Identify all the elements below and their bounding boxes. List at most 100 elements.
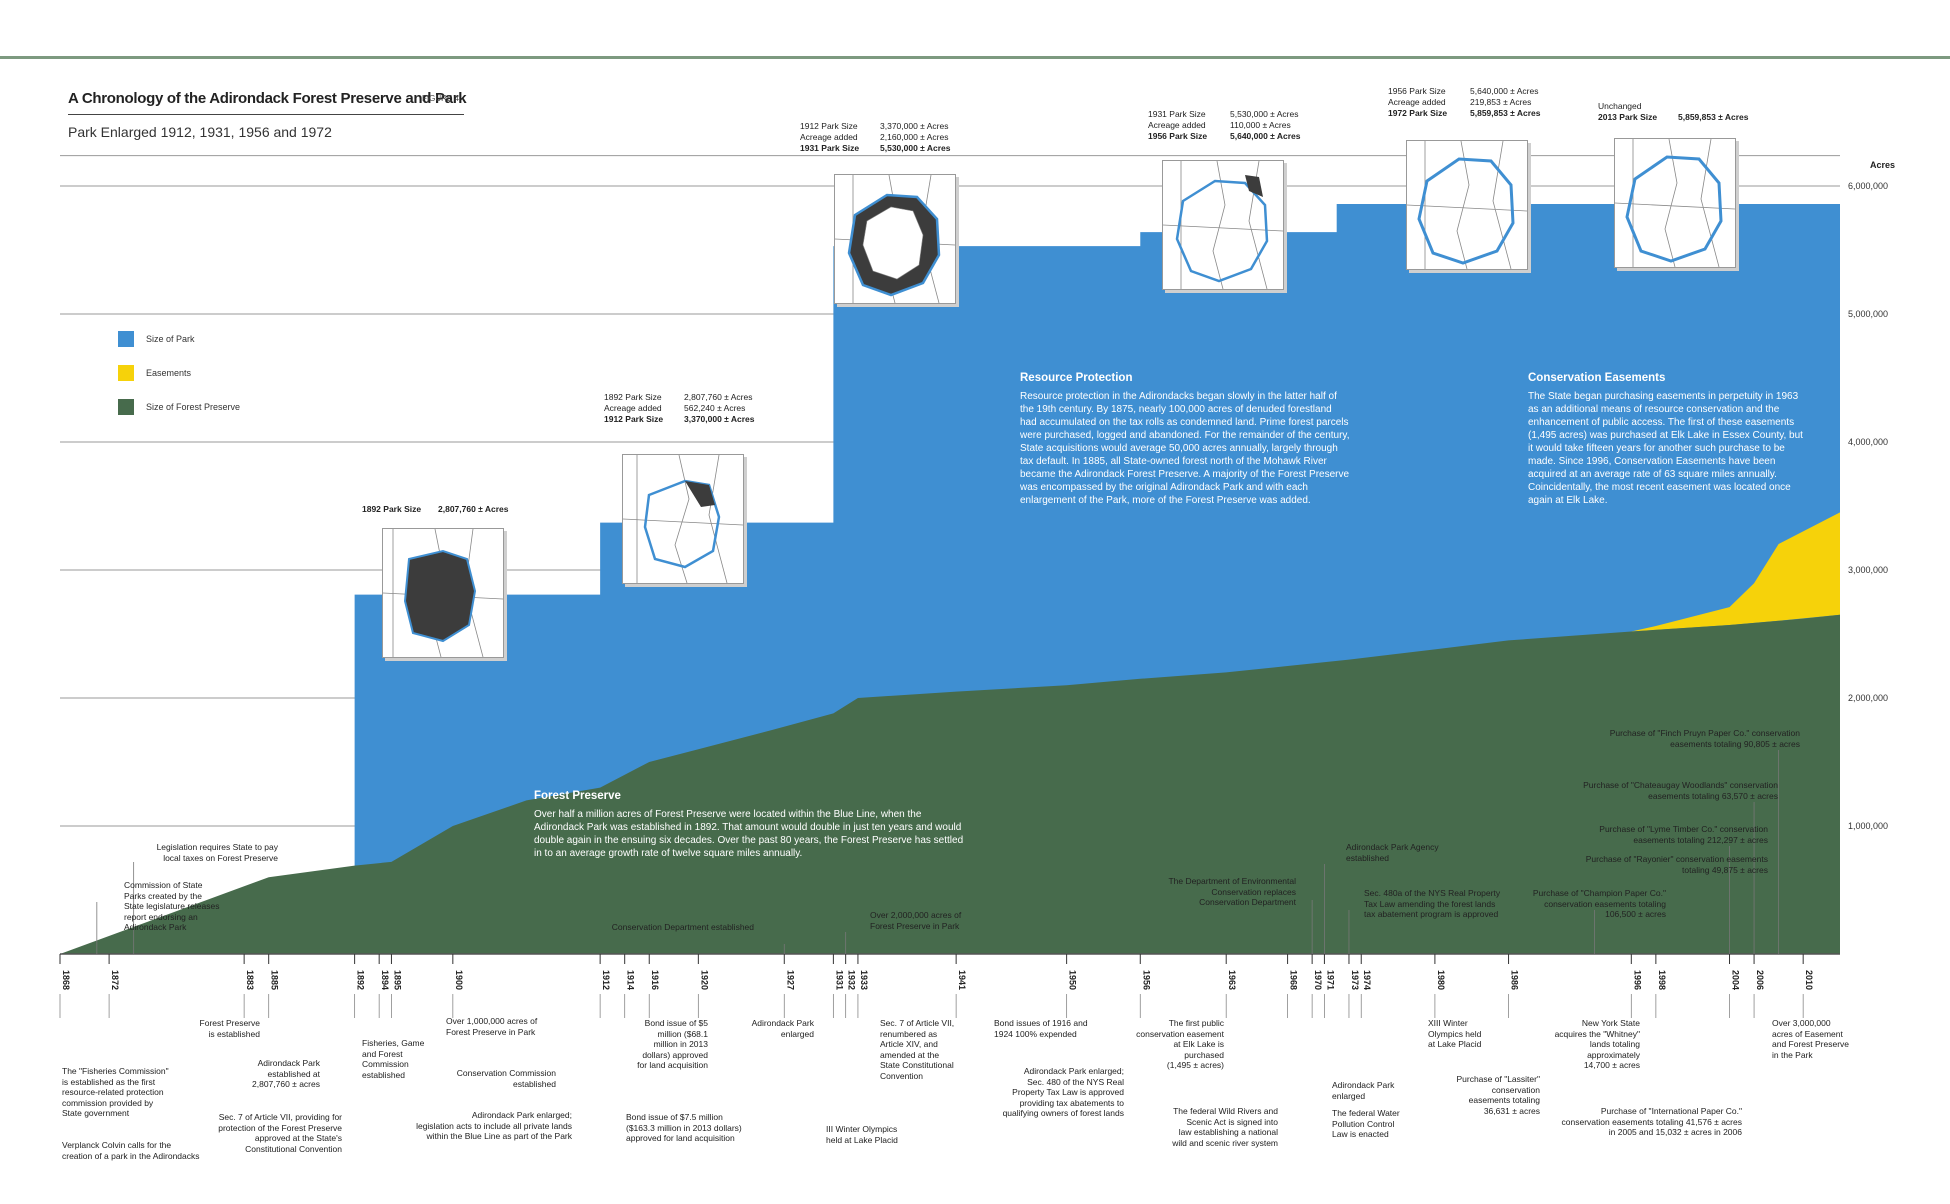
park-table-row: 1912 Park Size 3,370,000 ± Acres: [800, 121, 951, 132]
callout-park-enlarged-1931: Adirondack Park enlarged: [751, 1018, 814, 1039]
callout-bonds-expended: Bond issues of 1916 and 1924 100% expend…: [994, 1018, 1088, 1039]
park-table-value: 2,807,760 ± Acres: [684, 392, 753, 402]
callout-tax-legislation: Legislation requires State to pay local …: [156, 842, 278, 863]
callout-park-enlarged-1912: Adirondack Park enlarged; legislation ac…: [416, 1110, 572, 1141]
park-table-row: Acreage added 2,160,000 ± Acres: [800, 132, 951, 143]
y-tick-label: 2,000,000: [1848, 693, 1888, 703]
legend-label-easements: Easements: [146, 368, 192, 378]
x-tick-label: 1912: [601, 970, 611, 990]
park-table-value: 2,807,760 ± Acres: [438, 504, 509, 514]
y-axis: 1,000,000 2,000,000 3,000,000 4,000,000 5,00…: [1848, 160, 1895, 831]
callout-bond-7-5m: Bond issue of $7.5 million ($163.3 milli…: [626, 1112, 742, 1143]
legend-label-park: Size of Park: [146, 334, 195, 344]
x-tick-label: 1973: [1350, 970, 1360, 990]
callout-forest-preserve-est: Forest Preserve is established: [199, 1018, 260, 1039]
map-1931-image: [834, 174, 956, 304]
park-table-row: Unchanged: [1598, 101, 1749, 112]
callout-park-established: Adirondack Park established at 2,807,760…: [252, 1058, 320, 1089]
park-table-label: Acreage added: [800, 132, 858, 142]
callout-1m-acres: Over 1,000,000 acres of Forest Preserve …: [446, 1016, 538, 1037]
park-table-value: 219,853 ± Acres: [1470, 97, 1532, 107]
park-table-label: Acreage added: [604, 403, 662, 413]
x-tick-label: 1868: [61, 970, 71, 990]
park-table-row: 1892 Park Size 2,807,760 ± Acres: [362, 504, 509, 515]
park-table-label: 1956 Park Size: [1388, 86, 1446, 96]
callout-lyme: Purchase of "Lyme Timber Co." conservati…: [1599, 824, 1768, 845]
callout-elk-lake: The first public conservation easement a…: [1136, 1018, 1224, 1070]
x-tick-label: 1883: [245, 970, 255, 990]
x-tick-label: 1916: [650, 970, 660, 990]
callout-2m-acres: Over 2,000,000 acres of Forest Preserve …: [870, 910, 962, 931]
callout-iii-olympics: III Winter Olympics held at Lake Placid: [826, 1124, 898, 1145]
conservation-easements-title: Conservation Easements: [1528, 372, 1666, 384]
x-tick-label: 1974: [1362, 970, 1372, 990]
x-tick-label: 1956: [1141, 970, 1151, 990]
park-table-label: 1912 Park Size: [800, 121, 858, 131]
park-table-value: 2,160,000 ± Acres: [880, 132, 949, 142]
callout-3m-acres: Over 3,000,000 acres of Easement and For…: [1772, 1018, 1850, 1060]
x-tick-label: 1986: [1510, 970, 1520, 990]
park-table-row: 1972 Park Size 5,859,853 ± Acres: [1388, 108, 1541, 119]
figure-title: A Chronology of the Adirondack Forest Pr…: [68, 90, 467, 107]
callout-conservation-dept: Conservation Department established: [611, 922, 754, 932]
legend-swatch-preserve: [118, 399, 134, 415]
park-table-1892: 1892 Park Size 2,807,760 ± Acres: [362, 504, 509, 515]
callout-rayonier: Purchase of "Rayonier" conservation ease…: [1585, 854, 1768, 875]
park-table-row: 1956 Park Size 5,640,000 ± Acres: [1148, 131, 1301, 142]
park-table-row: 1931 Park Size 5,530,000 ± Acres: [800, 143, 951, 154]
park-table-row: 1912 Park Size 3,370,000 ± Acres: [604, 414, 755, 425]
callout-fgf-commission: Fisheries, Game and Forest Commission es…: [362, 1038, 425, 1080]
map-1972-image: [1406, 140, 1528, 270]
park-table-row: 2013 Park Size 5,859,853 ± Acres: [1598, 112, 1749, 123]
park-table-value: 3,370,000 ± Acres: [880, 121, 949, 131]
x-tick-label: 1914: [626, 970, 636, 990]
park-table-value: 5,530,000 ± Acres: [880, 143, 951, 153]
x-axis: 1868 1872 1885 1883 1892 1894 1895 1900 1912 1914…: [59, 953, 1840, 990]
resource-protection-text: Resource protection in the Adirondacks b…: [1020, 391, 1350, 506]
x-tick-label: 1996: [1632, 970, 1642, 990]
y-tick-label: 4,000,000: [1848, 437, 1888, 447]
callout-commission-state-parks: Commission of State Parks created by the…: [124, 880, 220, 932]
park-map-1892: [382, 528, 504, 658]
callout-water-pollution: The federal Water Pollution Control Law …: [1332, 1108, 1400, 1139]
callout-champion: Purchase of "Champion Paper Co." conserv…: [1532, 888, 1666, 919]
x-tick-label: 1895: [392, 970, 402, 990]
callout-480a: Sec. 480a of the NYS Real Property Tax L…: [1364, 888, 1501, 919]
area-series: [60, 203, 1840, 954]
park-table-label: 1972 Park Size: [1388, 108, 1448, 118]
figure-number: FIGURE 4: [422, 94, 459, 103]
callout-chateaugay: Purchase of "Chateaugay Woodlands" conse…: [1583, 780, 1778, 801]
callout-park-enlarged-1972: Adirondack Park enlarged: [1332, 1080, 1395, 1101]
park-table-2013: Unchanged 2013 Park Size 5,859,853 ± Acre…: [1598, 101, 1749, 123]
y-tick-label: 5,000,000: [1848, 309, 1888, 319]
top-rule: [0, 56, 1950, 59]
callout-dec: The Department of Environmental Conserva…: [1168, 876, 1296, 907]
x-tick-label: 2010: [1804, 970, 1814, 990]
park-table-value: 110,000 ± Acres: [1230, 120, 1291, 130]
park-table-label: 1931 Park Size: [800, 143, 860, 153]
park-table-label: 2013 Park Size: [1598, 112, 1658, 122]
forest-preserve-note: Forest Preserve Over half a million acre…: [534, 790, 964, 860]
legend-label-preserve: Size of Forest Preserve: [146, 402, 241, 412]
map-2013-image: [1614, 138, 1736, 268]
park-table-label: 1956 Park Size: [1148, 131, 1208, 141]
park-table-row: Acreage added 562,240 ± Acres: [604, 403, 755, 414]
x-tick-label: 1998: [1657, 970, 1667, 990]
park-table-value: 5,640,000 ± Acres: [1230, 131, 1301, 141]
legend-item-park: Size of Park: [118, 330, 240, 348]
resource-protection-note: Resource Protection Resource protection …: [1020, 372, 1350, 507]
callout-conservation-commission: Conservation Commission established: [456, 1068, 556, 1089]
x-tick-label: 1971: [1325, 970, 1335, 990]
map-1912-image: [622, 454, 744, 584]
park-table-label: Acreage added: [1388, 97, 1446, 107]
map-1956-image: [1162, 160, 1284, 290]
park-map-1972: [1406, 140, 1528, 270]
park-table-row: Acreage added 219,853 ± Acres: [1388, 97, 1541, 108]
x-tick-label: 1941: [957, 970, 967, 990]
legend: Size of Park Easements Size of Forest Pr…: [118, 330, 240, 432]
y-tick-label: 1,000,000: [1848, 821, 1888, 831]
park-table-value: 5,859,853 ± Acres: [1678, 112, 1749, 122]
x-tick-label: 1931: [834, 970, 844, 990]
park-table-1912: 1892 Park Size 2,807,760 ± Acres Acreage …: [604, 392, 755, 425]
